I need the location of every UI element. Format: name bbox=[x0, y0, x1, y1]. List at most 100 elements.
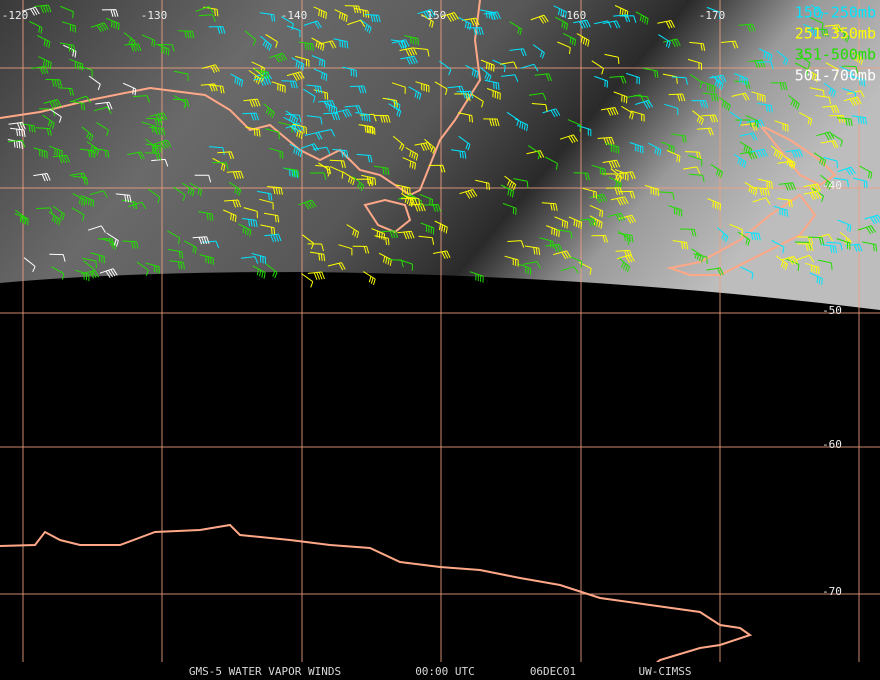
wind-barb bbox=[615, 249, 633, 258]
wind-barb bbox=[440, 12, 459, 22]
wind-barb bbox=[748, 59, 766, 68]
wind-barb bbox=[546, 225, 560, 238]
wind-barb bbox=[101, 9, 119, 17]
wind-barb bbox=[400, 197, 418, 206]
footer-bar bbox=[0, 662, 880, 680]
wind-barb bbox=[69, 58, 84, 71]
wind-barb bbox=[97, 238, 115, 246]
wind-barb bbox=[342, 171, 355, 186]
wind-barb bbox=[285, 110, 299, 125]
wind-barb bbox=[502, 202, 517, 215]
wind-barb bbox=[803, 190, 822, 200]
wind-barb bbox=[770, 145, 783, 160]
wind-barb bbox=[397, 230, 415, 240]
wind-barb bbox=[591, 235, 609, 243]
wind-barb bbox=[796, 243, 814, 252]
wind-barb bbox=[35, 127, 52, 136]
wind-barb bbox=[72, 95, 92, 103]
wind-barb bbox=[144, 152, 162, 161]
wind-barb bbox=[553, 5, 567, 19]
wind-barb bbox=[408, 86, 422, 100]
wind-barb bbox=[194, 174, 212, 183]
wind-barb bbox=[388, 103, 402, 118]
wind-barb bbox=[303, 20, 322, 29]
wind-barb bbox=[333, 38, 349, 49]
wind-barb bbox=[531, 103, 548, 112]
wind-barb bbox=[492, 59, 506, 73]
wind-barb bbox=[591, 164, 606, 176]
wind-barb bbox=[706, 267, 724, 276]
wind-barb bbox=[534, 73, 552, 82]
wind-barb bbox=[734, 153, 747, 169]
wind-barb bbox=[702, 92, 719, 102]
wind-barb bbox=[845, 74, 861, 86]
wind-barb bbox=[259, 12, 276, 22]
wind-barb bbox=[265, 128, 280, 140]
wind-barb bbox=[399, 47, 418, 57]
wind-barb bbox=[568, 216, 583, 229]
wind-barb bbox=[716, 227, 729, 243]
wind-barb bbox=[269, 147, 284, 159]
wind-barb bbox=[509, 21, 522, 36]
wind-barb bbox=[327, 262, 346, 271]
longitude-label: -160 bbox=[560, 9, 587, 22]
wind-barb bbox=[311, 37, 325, 51]
wind-barb bbox=[785, 258, 800, 271]
wind-barb bbox=[414, 142, 433, 152]
wind-barb bbox=[265, 263, 278, 279]
wind-barb bbox=[541, 202, 558, 211]
legend-entry: 150-250mb bbox=[795, 4, 876, 22]
wind-barb bbox=[49, 108, 62, 123]
wind-barb bbox=[597, 136, 615, 146]
wind-barb bbox=[346, 224, 360, 239]
wind-barb bbox=[805, 68, 819, 83]
wind-barb bbox=[315, 164, 331, 174]
wind-barb bbox=[458, 16, 472, 31]
wind-barb bbox=[311, 55, 326, 68]
wind-barb bbox=[544, 156, 558, 170]
wind-barb bbox=[825, 62, 839, 76]
wind-barb bbox=[616, 254, 635, 264]
wind-barb bbox=[309, 251, 326, 262]
wind-barb bbox=[38, 108, 56, 117]
wind-barb bbox=[178, 30, 195, 39]
wind-barb bbox=[38, 56, 52, 70]
wind-barb bbox=[155, 43, 170, 56]
wind-barb bbox=[23, 257, 36, 273]
wind-barb bbox=[344, 5, 362, 14]
wind-barb bbox=[281, 16, 294, 30]
wind-barb bbox=[329, 166, 344, 179]
wind-barb bbox=[469, 271, 484, 283]
wind-barb bbox=[459, 189, 478, 199]
wind-barb bbox=[771, 82, 788, 91]
wind-barb bbox=[95, 101, 113, 110]
wind-barb bbox=[683, 166, 701, 175]
wind-barb bbox=[528, 145, 541, 160]
wind-barb bbox=[307, 271, 325, 280]
wind-barb bbox=[195, 6, 214, 14]
wind-barb bbox=[408, 203, 426, 212]
wind-barb bbox=[364, 14, 381, 23]
wind-barb bbox=[501, 74, 519, 82]
wind-barb bbox=[167, 249, 184, 259]
wind-barb bbox=[145, 138, 158, 154]
wind-barb bbox=[60, 5, 74, 19]
wind-barb bbox=[745, 114, 759, 128]
wind-barb bbox=[241, 256, 259, 264]
wind-barb bbox=[260, 224, 276, 235]
wind-barb bbox=[363, 271, 376, 286]
wind-barb bbox=[578, 261, 592, 275]
wind-barb bbox=[837, 28, 850, 43]
wind-barb bbox=[506, 111, 520, 127]
wind-barb bbox=[604, 53, 620, 65]
wind-barb bbox=[318, 40, 337, 49]
footer: GMS-5 WATER VAPOR WINDS 00:00 UTC 06DEC01 U… bbox=[189, 665, 692, 678]
wind-barb bbox=[8, 121, 26, 131]
wind-barb bbox=[106, 232, 119, 247]
wind-barb bbox=[352, 245, 370, 254]
wind-barb bbox=[553, 250, 572, 260]
wind-barb bbox=[520, 63, 539, 72]
wind-barb bbox=[212, 157, 226, 172]
wind-barb bbox=[532, 44, 545, 59]
wind-barb bbox=[467, 27, 484, 35]
